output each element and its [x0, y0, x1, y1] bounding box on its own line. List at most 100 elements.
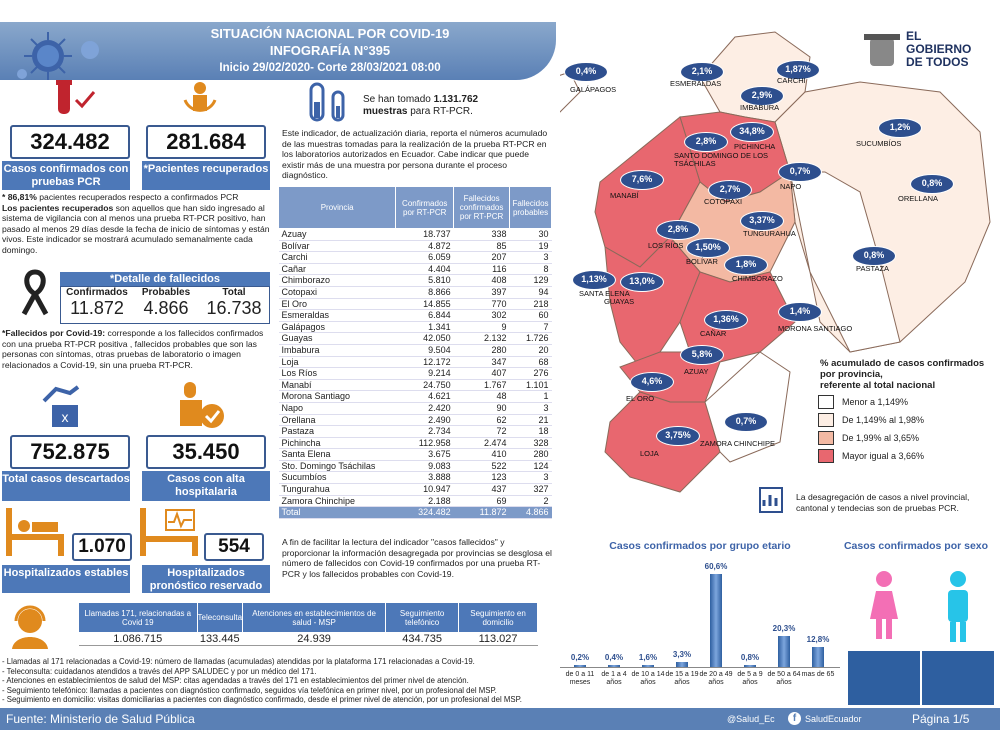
table-cell: 18	[509, 425, 552, 438]
age-category-label: de 10 a 14 años	[631, 671, 665, 686]
table-cell: Manabí	[278, 379, 396, 392]
table-row: Zamora Chinchipe 2.188 69 2	[278, 495, 552, 508]
deaths-title: *Detalle de fallecidos	[60, 272, 270, 286]
table-cell: 4.872	[395, 240, 454, 253]
table-row: Galápagos 1.341 9 7	[278, 321, 552, 334]
table-cell: 14.855	[395, 298, 454, 311]
map-province-label: PICHINCHA	[734, 142, 776, 151]
footer-source-value: Ministerio de Salud Pública	[50, 712, 195, 726]
table-row: Loja 12.172 347 68	[278, 356, 552, 369]
legend-label: Mayor igual a 3,66%	[842, 451, 925, 461]
age-bar	[608, 665, 620, 667]
table-cell: Morona Santiago	[278, 390, 396, 403]
table-cell: 8.866	[395, 286, 454, 299]
legend-swatch	[818, 395, 834, 409]
legend-label: Menor a 1,149%	[842, 397, 909, 407]
services-header: Teleconsulta	[196, 602, 244, 633]
age-bar	[574, 665, 586, 667]
map-province-label: MANABÍ	[610, 191, 639, 200]
table-total-row: Total 324.482 11.872 4.866	[278, 506, 552, 519]
tests-value: 1.131.762	[433, 94, 479, 105]
table-cell: Sucumbíos	[278, 471, 396, 485]
table-cell: Santa Elena	[278, 448, 396, 461]
map-region-east	[789, 171, 901, 353]
deaths-probable-header: Probables	[141, 287, 191, 298]
age-bar	[710, 573, 722, 667]
map-province-label: COTOPAXI	[704, 197, 743, 206]
hosp-stable-label: Hospitalizados estables	[2, 565, 130, 593]
table-row: Santa Elena 3.675 410 280	[278, 448, 552, 461]
table-cell: 3.675	[395, 448, 454, 461]
sex-chart	[848, 571, 994, 705]
facebook-icon[interactable]: f	[788, 712, 801, 725]
discarded-test-icon: x	[42, 385, 80, 427]
map-province-label: ESMERALDAS	[670, 79, 722, 88]
table-cell: 8	[509, 263, 552, 276]
map-legend-title-3: referente al total nacional	[820, 380, 936, 391]
facebook-handle[interactable]: SaludEcuador	[805, 714, 862, 724]
table-row: Napo 2.420 90 3	[278, 402, 552, 415]
legend-swatch	[818, 449, 834, 463]
services-header: Seguimiento en domicilio	[458, 602, 538, 633]
table-cell: 2.188	[395, 495, 454, 508]
header-title: SITUACIÓN NACIONAL POR COVID-19	[210, 26, 450, 41]
map-province-label: SUCUMBÍOS	[856, 139, 902, 148]
table-row: Cañar 4.404 116 8	[278, 263, 552, 276]
pcr-cases-value: 324.482	[10, 125, 130, 159]
table-note: A fin de facilitar la lectura del indica…	[282, 537, 552, 579]
table-cell: Chimborazo	[278, 274, 396, 287]
age-category-label: de 20 a 49 años	[699, 671, 733, 686]
table-cell: Zamora Chinchipe	[278, 495, 396, 508]
table-cell: 30	[509, 228, 552, 241]
map-pct-bubble: 3,37%	[740, 211, 784, 231]
map-pct-bubble: 2,7%	[708, 180, 752, 200]
table-cell: 60	[509, 309, 552, 322]
age-value-label: 0,8%	[740, 653, 760, 662]
table-cell: 5.810	[395, 274, 454, 287]
map-region-zamora	[704, 351, 791, 463]
legend-swatch	[818, 431, 834, 445]
table-row: Sucumbíos 3.888 123 3	[278, 471, 552, 485]
table-cell: 328	[509, 437, 552, 450]
coat-of-arms-icon	[864, 34, 900, 66]
table-row: Los Ríos 9.214 407 276	[278, 367, 552, 380]
age-bar	[642, 664, 654, 667]
table-cell: 302	[453, 309, 510, 322]
table-cell: 1.341	[395, 321, 454, 334]
tests-post: muestras	[363, 106, 408, 117]
table-cell: 3	[509, 251, 552, 264]
table-header: Confirmados por RT-PCR	[395, 186, 455, 229]
map-pct-bubble: 1,13%	[572, 270, 616, 290]
age-category-label: de 50 a 64 años	[767, 671, 801, 686]
table-cell: 347	[453, 356, 510, 369]
services-value: 133.445	[197, 632, 243, 646]
table-cell: 68	[509, 356, 552, 369]
table-cell: 4.621	[395, 390, 454, 403]
table-row: Esmeraldas 6.844 302 60	[278, 309, 552, 322]
table-cell: Esmeraldas	[278, 309, 396, 322]
call-center-icon	[12, 605, 48, 649]
twitter-handle[interactable]: @Salud_Ec	[727, 714, 775, 724]
table-cell: 397	[453, 286, 510, 299]
table-cell: 9	[453, 321, 510, 334]
table-cell: Los Ríos	[278, 367, 396, 380]
deaths-note-text: corresponde a los fallecidos confirmados…	[2, 328, 264, 370]
table-cell: 1.767	[453, 379, 510, 392]
age-bar	[812, 647, 824, 667]
tests-note: Este indicador, de actualización diaria,…	[282, 128, 548, 181]
map-pct-bubble: 0,8%	[910, 174, 954, 194]
map-province-label: GUAYAS	[604, 297, 635, 306]
table-header: Fallecidos probables	[509, 186, 552, 229]
services-note: - Llamadas al 171 relacionadas a Covid-1…	[2, 657, 475, 666]
table-cell: 116	[453, 263, 510, 276]
table-total-cell: 324.482	[395, 506, 454, 519]
map-legend-title: % acumulado de casos confirmados por pro…	[820, 358, 984, 391]
table-row: El Oro 14.855 770 218	[278, 298, 552, 311]
map-province-label: EL ORO	[626, 394, 655, 403]
recovered-pct: * 86,81%	[2, 192, 37, 202]
table-cell: 9.214	[395, 367, 454, 380]
services-note: - Seguimiento en domicilio: visitas domi…	[2, 695, 522, 705]
services-notes: - Llamadas al 171 relacionadas a Covid-1…	[2, 657, 562, 705]
table-row: Guayas 42.050 2.132 1.726	[278, 332, 552, 345]
map-province-label: PASTAZA	[856, 264, 890, 273]
